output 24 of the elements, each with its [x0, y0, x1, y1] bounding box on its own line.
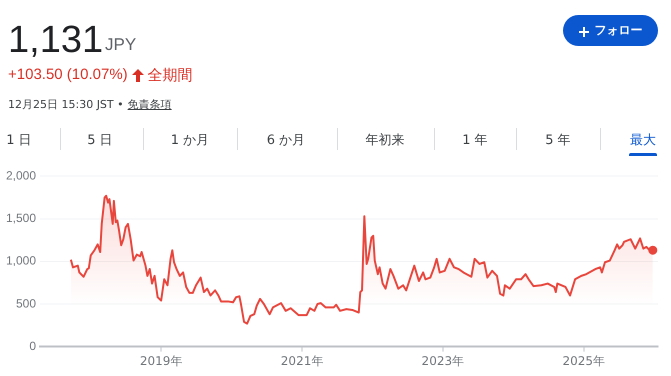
y-tick-label: 1,000 [6, 254, 36, 268]
text: 6 か月 [266, 132, 306, 149]
x-tick-label: 2023年 [422, 354, 464, 368]
text: 全期間 [148, 66, 193, 85]
x-tick-label: 2021年 [280, 354, 324, 368]
chart-subtitle: JPY [105, 35, 136, 55]
text: 最大 [630, 132, 656, 149]
text: 5 年 [545, 132, 571, 149]
text: +103.50 (10.07%) [8, 66, 128, 83]
x-tick-label: 2025年 [562, 354, 606, 368]
text: 年初来 [366, 132, 404, 149]
text: 1 か月 [170, 132, 210, 149]
text: 1 年 [462, 132, 488, 149]
text: 5 日 [87, 132, 113, 149]
y-tick-label: 500 [16, 296, 36, 310]
y-tick-label: 1,500 [6, 211, 36, 226]
x-tick-label: 2019年 [140, 354, 182, 368]
text: 1 日 [6, 132, 32, 149]
text: 免責条項 [128, 97, 172, 112]
text: 12月25日 15:30 JST • [8, 97, 124, 112]
y-tick-label: 0 [29, 338, 36, 353]
chart-title: 1,131 [8, 18, 104, 62]
text: フォロー [594, 22, 642, 39]
y-tick-label: 2,000 [6, 168, 36, 183]
